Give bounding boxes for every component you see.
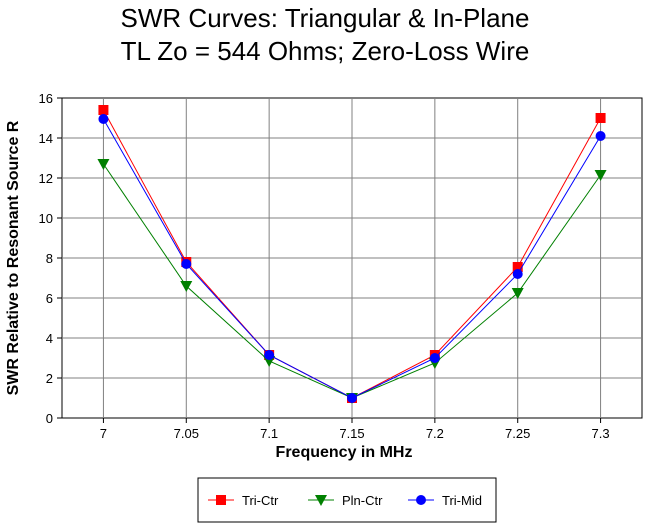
data-point-pln-ctr (180, 281, 193, 292)
data-point-pln-ctr (594, 170, 607, 181)
data-point-tri-mid (347, 393, 357, 403)
legend-label-pln-ctr: Pln-Ctr (342, 493, 383, 508)
grid (62, 98, 642, 418)
legend-box (197, 477, 497, 523)
y-tick-label: 10 (39, 211, 53, 226)
data-point-tri-mid (512, 269, 523, 279)
y-tick-label: 8 (46, 251, 53, 266)
y-tick-label: 6 (46, 291, 53, 306)
legend: Tri-Ctr Pln-Ctr Tri-Mid (208, 493, 482, 508)
y-tick-label: 14 (39, 131, 53, 146)
x-tick-label: 7.2 (426, 426, 444, 441)
legend-marker-tri-mid (416, 495, 426, 505)
x-tick-label: 7.05 (174, 426, 199, 441)
data-point-tri-ctr (98, 105, 109, 115)
data-point-pln-ctr (97, 159, 110, 170)
y-tick-label: 0 (46, 411, 53, 426)
chart-title-line-2: TL Zo = 544 Ohms; Zero-Loss Wire (121, 36, 530, 66)
data-point-tri-ctr (595, 113, 606, 123)
data-point-tri-mid (98, 114, 109, 124)
legend-item-tri-ctr: Tri-Ctr (208, 493, 279, 508)
x-tick-label: 7.3 (592, 426, 610, 441)
data-point-tri-mid (181, 259, 192, 269)
series-tri-mid (98, 114, 606, 403)
y-axis-label: SWR Relative to Resonant Source R (5, 120, 22, 395)
y-tick-label: 16 (39, 91, 53, 106)
data-point-tri-ctr (512, 262, 523, 272)
x-tick-label: 7.1 (260, 426, 278, 441)
data-point-tri-mid (264, 350, 275, 360)
legend-marker-tri-ctr (216, 495, 226, 505)
x-tick-label: 7.25 (505, 426, 530, 441)
x-axis-label: Frequency in MHz (276, 444, 413, 461)
y-tick-label: 4 (46, 331, 53, 346)
x-tick-label: 7.15 (339, 426, 364, 441)
chart-title-line-1: SWR Curves: Triangular & In-Plane (121, 3, 530, 33)
y-tick-label: 2 (46, 371, 53, 386)
x-tick-label: 7 (100, 426, 107, 441)
data-point-pln-ctr (511, 288, 524, 299)
y-tick-label: 12 (39, 171, 53, 186)
legend-marker-pln-ctr (315, 495, 327, 506)
legend-item-pln-ctr: Pln-Ctr (308, 493, 383, 508)
legend-label-tri-mid: Tri-Mid (442, 493, 482, 508)
legend-item-tri-mid: Tri-Mid (408, 493, 482, 508)
data-point-tri-mid (429, 353, 440, 363)
series-group (97, 105, 607, 404)
legend-label-tri-ctr: Tri-Ctr (242, 493, 279, 508)
data-point-tri-mid (595, 131, 606, 141)
axis-ticks: 0 2 4 6 8 10 12 14 16 7 7.05 7.1 7.15 7.2 7.25 7.3 (39, 91, 610, 441)
